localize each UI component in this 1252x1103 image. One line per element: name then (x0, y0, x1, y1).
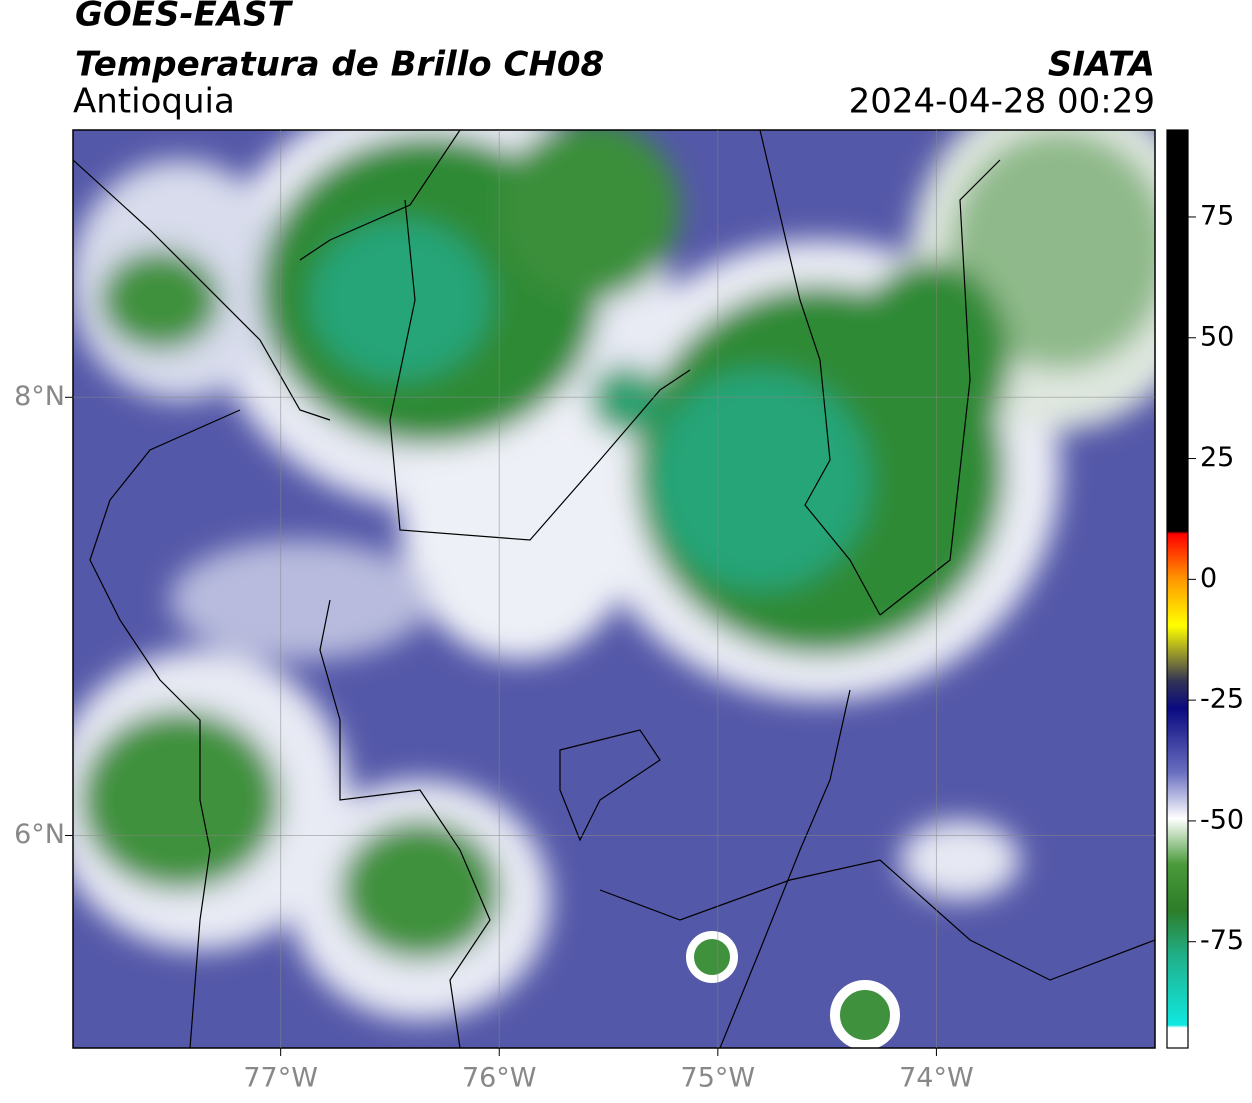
colorbar-tick-label: 0 (1200, 563, 1217, 594)
y-tick-label: 6°N (14, 819, 65, 850)
datetime: 2024-04-28 00:29 (849, 82, 1155, 122)
colorbar-tick-label: 50 (1200, 321, 1234, 352)
x-tick-label: 76°W (462, 1063, 537, 1094)
satellite-image (73, 130, 1155, 1048)
subtitle: Temperatura de Brillo CH08 (75, 45, 604, 85)
title: GOES-EAST (75, 0, 294, 35)
region: Antioquia (73, 82, 235, 122)
x-tick-label: 75°W (681, 1063, 756, 1094)
x-tick-label: 77°W (243, 1063, 318, 1094)
source: SIATA (1048, 45, 1155, 85)
map-frame (72, 129, 1156, 1049)
colorbar-tick-label: -50 (1200, 804, 1244, 835)
colorbar (1166, 129, 1189, 1049)
colorbar-tick-label: -25 (1200, 684, 1244, 715)
y-tick-label: 8°N (14, 381, 65, 412)
colorbar-tick-label: -75 (1200, 925, 1244, 956)
x-tick-label: 74°W (899, 1063, 974, 1094)
colorbar-tick-label: 75 (1200, 200, 1234, 231)
colorbar-tick-label: 25 (1200, 442, 1234, 473)
